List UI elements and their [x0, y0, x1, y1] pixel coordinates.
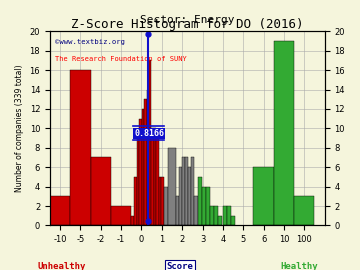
Text: 0.8166: 0.8166 [134, 129, 165, 138]
Bar [137, 138, 139, 225]
Bar [156, 138, 159, 225]
Text: Score: Score [167, 262, 193, 270]
Bar [253, 167, 274, 225]
Bar [111, 206, 131, 225]
Bar [50, 196, 70, 225]
Bar [227, 206, 231, 225]
Bar [210, 206, 214, 225]
Y-axis label: Number of companies (339 total): Number of companies (339 total) [15, 65, 24, 192]
Bar [164, 187, 168, 225]
Bar [152, 128, 154, 225]
Bar [294, 196, 315, 225]
Bar [185, 157, 188, 225]
Bar [182, 157, 185, 225]
Bar [142, 109, 144, 225]
Bar [147, 90, 149, 225]
Text: Sector: Energy: Sector: Energy [140, 15, 234, 25]
Bar [134, 177, 137, 225]
Bar [70, 70, 91, 225]
Text: Unhealthy: Unhealthy [37, 262, 85, 270]
Bar [192, 157, 194, 225]
Bar [231, 216, 235, 225]
Bar [139, 119, 142, 225]
Text: ©www.textbiz.org: ©www.textbiz.org [55, 39, 125, 45]
Bar [198, 177, 202, 225]
Bar [168, 148, 176, 225]
Bar [159, 177, 161, 225]
Bar [154, 128, 156, 225]
Bar [214, 206, 218, 225]
Bar [223, 206, 227, 225]
Bar [149, 60, 152, 225]
Text: The Research Foundation of SUNY: The Research Foundation of SUNY [55, 56, 187, 62]
Bar [194, 196, 198, 225]
Title: Z-Score Histogram for DO (2016): Z-Score Histogram for DO (2016) [71, 18, 303, 31]
Bar [161, 177, 164, 225]
Bar [179, 167, 182, 225]
Bar [188, 167, 192, 225]
Bar [144, 99, 147, 225]
Bar [176, 196, 179, 225]
Text: Healthy: Healthy [280, 262, 318, 270]
Bar [206, 187, 210, 225]
Bar [218, 216, 222, 225]
Bar [274, 41, 294, 225]
Bar [91, 157, 111, 225]
Bar [131, 216, 134, 225]
Bar [202, 187, 206, 225]
